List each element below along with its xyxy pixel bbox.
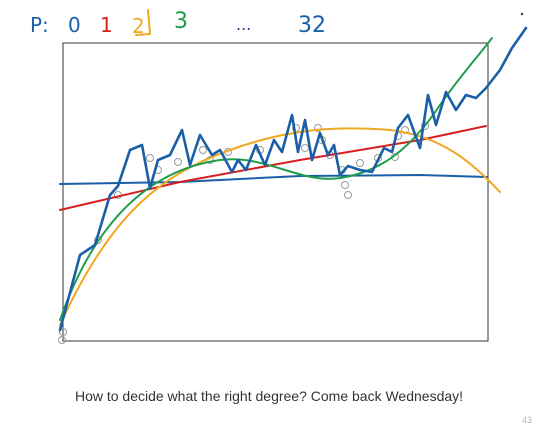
data-point bbox=[146, 154, 154, 162]
degree-1-label: 1 bbox=[100, 13, 113, 37]
degree-1-fit bbox=[59, 125, 487, 211]
slide-caption: How to decide what the right degree? Com… bbox=[74, 388, 464, 404]
ellipsis-label: ... bbox=[236, 15, 251, 34]
fitted-curves bbox=[58, 26, 528, 332]
data-point bbox=[356, 159, 364, 167]
data-point bbox=[314, 124, 322, 132]
plot-frame bbox=[62, 42, 489, 342]
degree-annotations: P: 0 1 2 3 ... 32 bbox=[30, 9, 524, 38]
degree-0-label: 0 bbox=[68, 13, 81, 37]
degree-2-fit bbox=[59, 127, 501, 326]
stray-dot bbox=[520, 12, 524, 16]
degree-2-label: 2 bbox=[132, 14, 145, 38]
data-point bbox=[292, 124, 300, 132]
data-point bbox=[344, 191, 352, 199]
degree-3-fit bbox=[59, 37, 493, 321]
degree-32-fit bbox=[58, 26, 528, 332]
data-point bbox=[59, 328, 67, 336]
data-point bbox=[174, 158, 182, 166]
degree-2-underline-mark bbox=[135, 9, 152, 36]
degree-32-label: 32 bbox=[298, 13, 326, 38]
degree-0-fit bbox=[59, 174, 488, 185]
degree-3-label: 3 bbox=[174, 9, 188, 34]
data-point bbox=[301, 144, 309, 152]
data-point bbox=[341, 181, 349, 189]
data-point bbox=[199, 146, 207, 154]
p-label: P: bbox=[30, 13, 49, 37]
data-point bbox=[401, 126, 409, 134]
page-number: 43 bbox=[521, 415, 532, 425]
data-point bbox=[58, 336, 66, 344]
